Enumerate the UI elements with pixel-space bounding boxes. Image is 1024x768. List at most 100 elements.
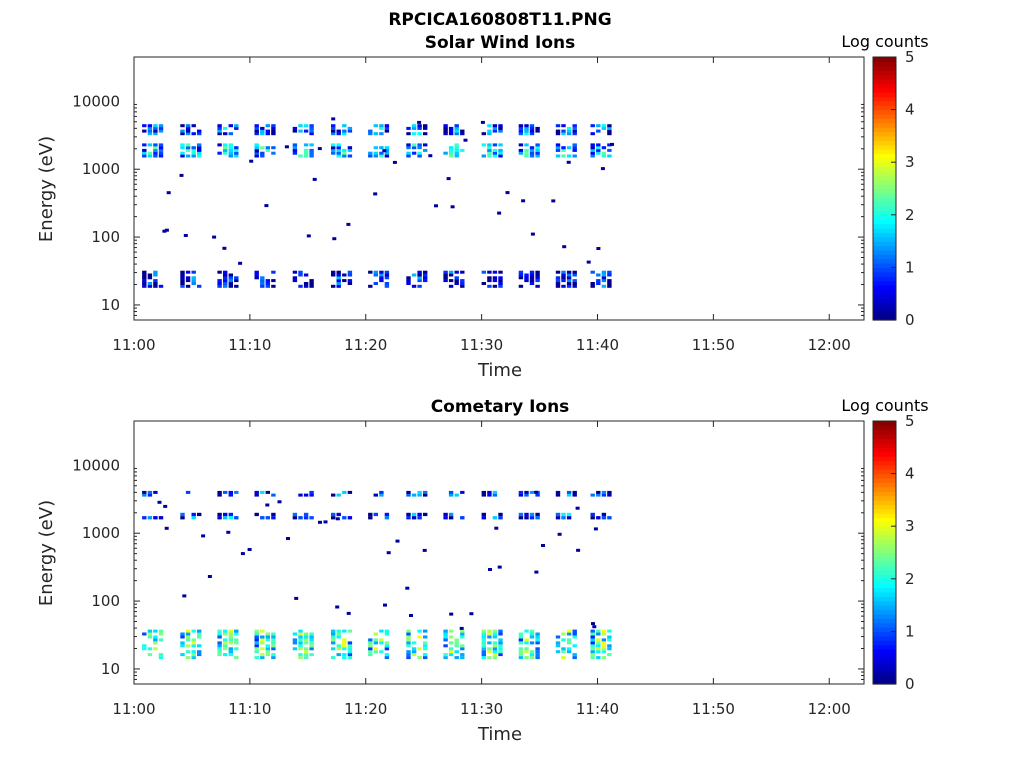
spectrogram-cell xyxy=(529,132,535,136)
spectrogram-cell xyxy=(529,653,535,657)
spectrogram-cell xyxy=(180,641,185,645)
spectrogram-cell xyxy=(185,148,191,152)
spectrogram-cell xyxy=(463,138,468,142)
x-tick-label: 11:20 xyxy=(344,700,387,718)
spectrogram-cell xyxy=(228,154,233,158)
spectrogram-cell xyxy=(292,512,298,517)
spectrogram-cell xyxy=(443,656,448,660)
spectrogram-cell xyxy=(497,565,502,569)
spectrogram-cell xyxy=(529,273,535,277)
spectrogram-cell xyxy=(292,276,298,280)
colorbar-segment xyxy=(873,666,896,672)
spectrogram-cell xyxy=(607,126,612,130)
colorbar-tick-label: 2 xyxy=(905,570,915,588)
spectrogram-cell xyxy=(596,279,601,283)
spectrogram-cell xyxy=(226,530,231,534)
spectrogram-cell xyxy=(487,124,492,128)
spectrogram-cell xyxy=(347,647,353,651)
spectrogram-cell xyxy=(331,273,336,277)
spectrogram-cell xyxy=(601,270,607,274)
spectrogram-cell xyxy=(601,647,607,651)
spectrogram-cell xyxy=(228,641,233,645)
spectrogram-cell xyxy=(260,146,265,150)
spectrogram-cell xyxy=(223,276,228,280)
spectrogram-cell xyxy=(524,129,529,133)
spectrogram-cell xyxy=(454,132,459,136)
spectrogram-cell xyxy=(524,279,529,283)
spectrogram-cell xyxy=(555,650,561,654)
spectrogram-cell xyxy=(185,629,191,633)
spectrogram-cell xyxy=(448,516,454,520)
spectrogram-cell xyxy=(423,644,428,648)
spectrogram-cell xyxy=(228,146,233,150)
spectrogram-cell xyxy=(298,284,303,288)
spectrogram-cell xyxy=(417,151,422,155)
spectrogram-cell xyxy=(147,124,153,128)
spectrogram-cell xyxy=(368,516,373,520)
spectrogram-cell xyxy=(566,129,572,133)
colorbar-tick-label: 3 xyxy=(905,153,915,171)
y-tick-label: 100 xyxy=(91,592,120,610)
spectrogram-cell xyxy=(303,148,309,152)
spectrogram-cell xyxy=(197,154,202,158)
spectrogram-cell xyxy=(561,284,566,288)
spectrogram-cell xyxy=(535,148,540,152)
spectrogram-cell xyxy=(153,132,158,136)
spectrogram-cell xyxy=(180,146,185,150)
spectrogram-cell xyxy=(529,635,535,639)
spectrogram-cell xyxy=(180,512,185,517)
spectrogram-cell xyxy=(601,273,607,277)
spectrogram-cell xyxy=(460,647,465,651)
spectrogram-cell xyxy=(373,647,378,651)
spectrogram-cell xyxy=(518,273,524,277)
spectrogram-cell xyxy=(298,638,303,642)
spectrogram-cell xyxy=(590,656,595,660)
colorbar-segment xyxy=(873,78,896,84)
spectrogram-cell xyxy=(342,129,347,133)
spectrogram-cell xyxy=(142,151,147,155)
spectrogram-cell xyxy=(417,284,422,288)
spectrogram-cell xyxy=(331,635,336,639)
spectrogram-cell xyxy=(336,282,341,285)
spectrogram-cell xyxy=(384,647,390,651)
spectrogram-cell xyxy=(271,126,276,130)
spectrogram-cell xyxy=(379,490,384,494)
colorbar-segment xyxy=(873,442,896,448)
spectrogram-cell xyxy=(487,148,492,152)
spectrogram-cell xyxy=(336,146,341,150)
spectrogram-cell xyxy=(518,647,524,651)
spectrogram-cell xyxy=(593,527,598,531)
plot-frame xyxy=(133,420,865,685)
spectrogram-cell xyxy=(309,632,314,636)
colorbar-segment xyxy=(873,284,896,290)
spectrogram-cell xyxy=(271,493,276,497)
spectrogram-cell xyxy=(417,512,422,517)
spectrogram-cell xyxy=(454,270,459,274)
spectrogram-cell xyxy=(417,126,422,130)
spectrogram-cell xyxy=(292,641,298,645)
colorbar-segment xyxy=(873,627,896,632)
spectrogram-cell xyxy=(406,629,411,633)
spectrogram-cell xyxy=(153,279,158,283)
spectrogram-cell xyxy=(180,143,185,147)
spectrogram-cell xyxy=(384,644,390,648)
spectrogram-cell xyxy=(197,129,202,133)
spectrogram-cell xyxy=(566,629,572,633)
spectrogram-cell xyxy=(555,154,561,158)
spectrogram-cell xyxy=(153,154,158,158)
spectrogram-cells xyxy=(142,490,612,660)
spectrogram-cell xyxy=(180,516,185,520)
colorbar-segment xyxy=(873,298,896,304)
spectrogram-cell xyxy=(260,647,265,651)
spectrogram-cell xyxy=(153,126,158,130)
spectrogram-cell xyxy=(153,129,158,133)
spectrogram-cell xyxy=(185,270,191,274)
spectrogram-cell xyxy=(185,132,191,136)
spectrogram-cell xyxy=(347,146,353,150)
spectrogram-cell xyxy=(555,270,561,274)
spectrogram-cell xyxy=(142,493,147,497)
spectrogram-cell xyxy=(373,146,378,150)
spectrogram-cell xyxy=(596,282,601,285)
spectrogram-cell xyxy=(217,641,222,645)
colorbar-segment xyxy=(873,447,896,453)
